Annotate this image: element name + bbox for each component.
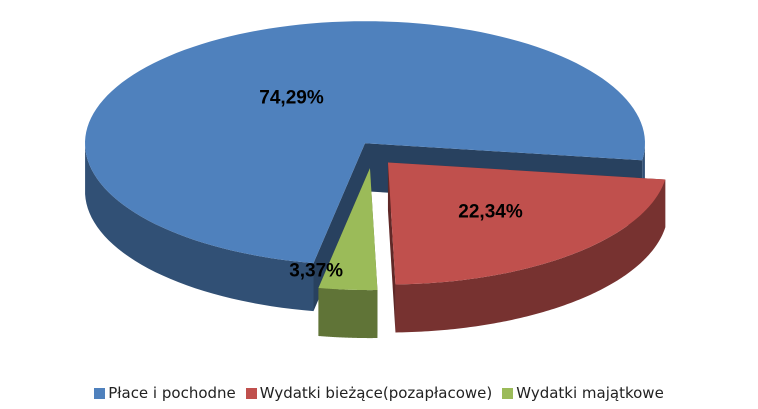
data-label: 3,37% xyxy=(289,260,343,281)
legend-item: Wydatki majątkowe xyxy=(502,384,664,402)
legend-label: Wydatki majątkowe xyxy=(516,384,664,402)
slice-side xyxy=(85,146,314,312)
slice xyxy=(318,168,378,339)
slice xyxy=(387,162,666,333)
legend-swatch xyxy=(502,387,514,399)
slice-top xyxy=(85,21,645,264)
legend-label: Płace i pochodne xyxy=(108,384,236,402)
pie-chart: 74,29% 22,34% 3,37% xyxy=(85,21,666,339)
legend: Płace i pochodne Wydatki bieżące(pozapłac… xyxy=(0,384,758,402)
data-label: 22,34% xyxy=(458,202,523,223)
legend-label: Wydatki bieżące(pozapłacowe) xyxy=(259,384,493,402)
slice-top xyxy=(387,162,666,285)
slice-top xyxy=(318,168,378,291)
legend-item: Wydatki bieżące(pozapłacowe) xyxy=(245,384,493,402)
slice-side xyxy=(395,179,666,333)
legend-item: Płace i pochodne xyxy=(94,384,236,402)
slice-wall xyxy=(387,162,396,333)
legend-swatch xyxy=(245,387,257,399)
data-label: 74,29% xyxy=(259,88,324,109)
slice-wall xyxy=(313,143,366,312)
slice-side xyxy=(318,287,378,339)
legend-swatch xyxy=(94,387,106,399)
